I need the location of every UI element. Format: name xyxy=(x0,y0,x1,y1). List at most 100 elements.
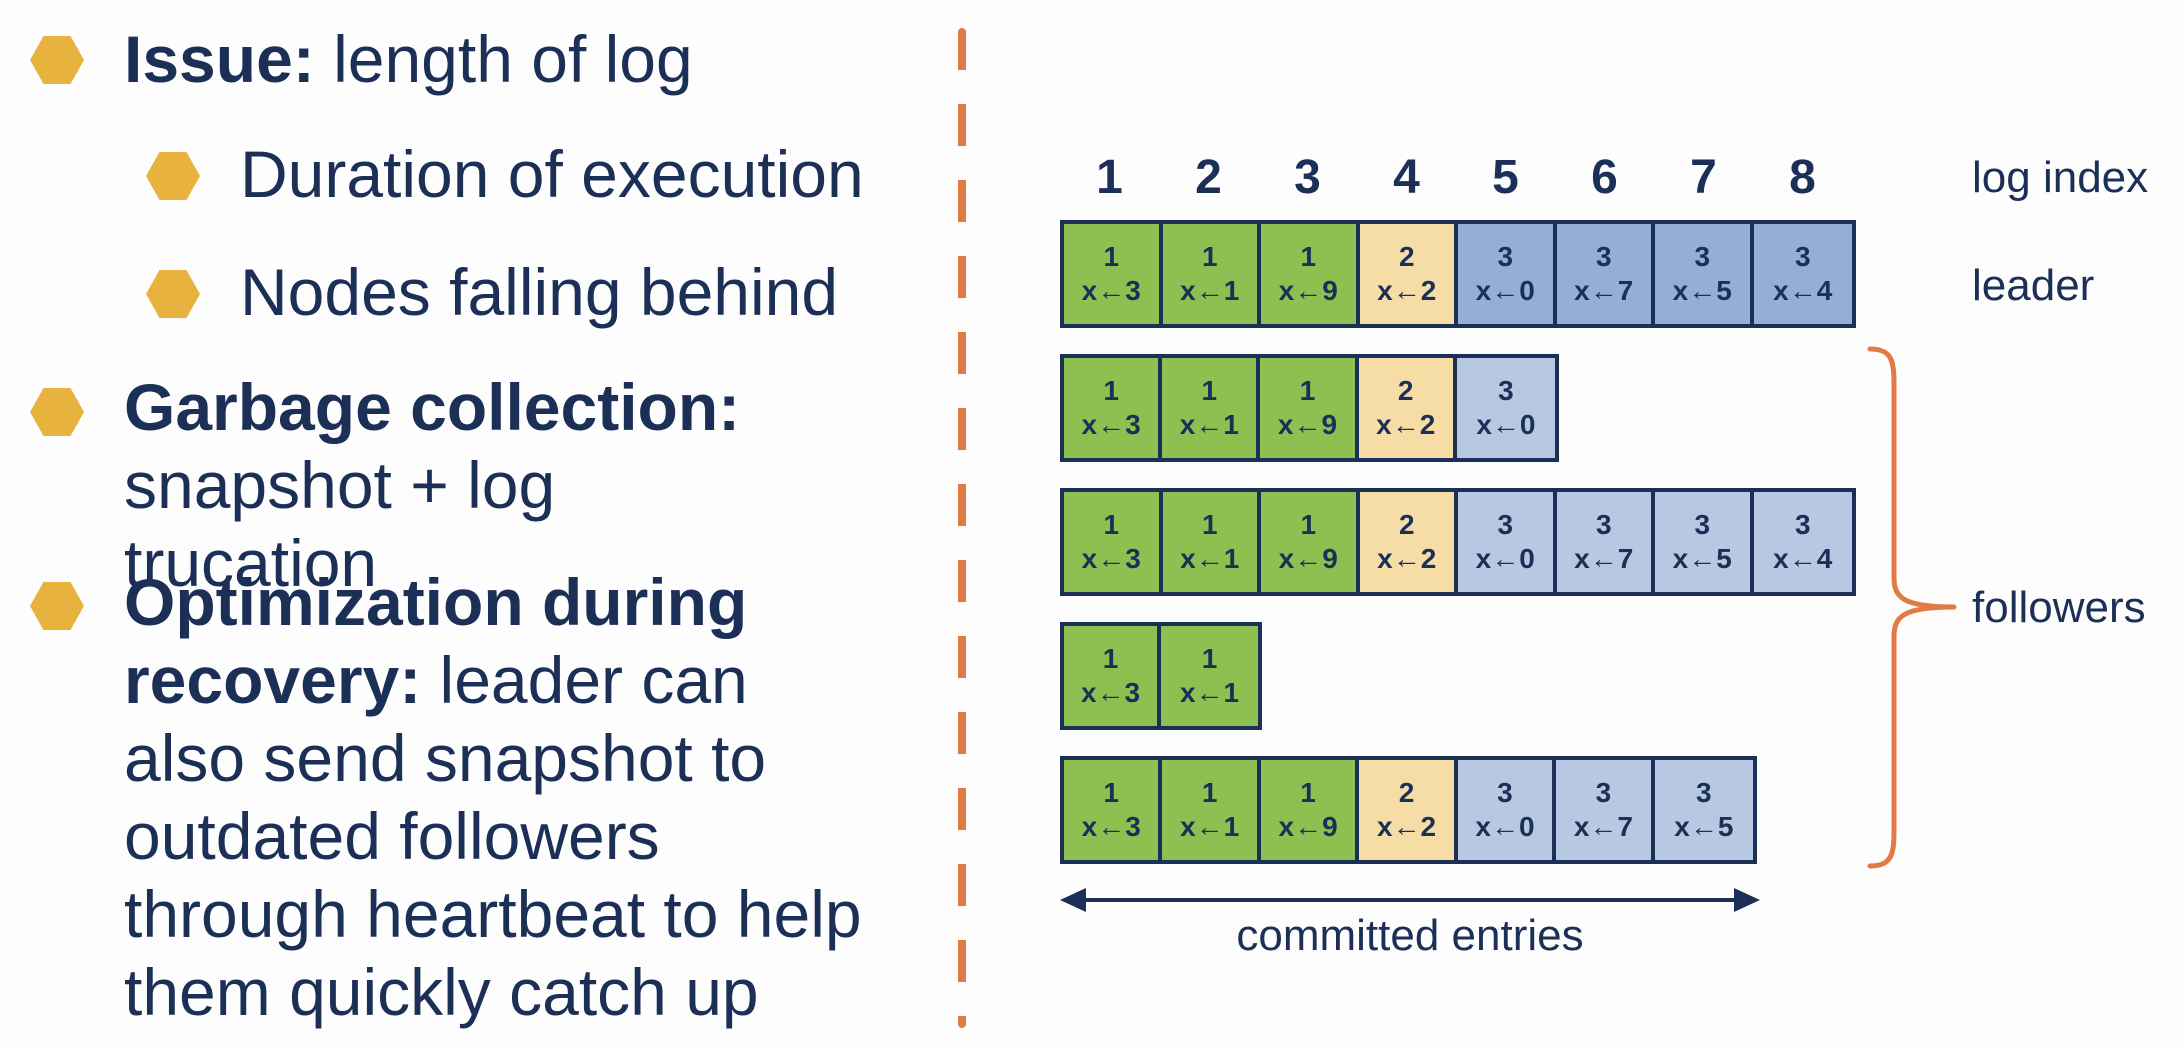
log-entry: 3 x←0 xyxy=(1456,358,1555,458)
log-entry-command: x←2 xyxy=(1377,275,1437,306)
log-index-number: 4 xyxy=(1393,151,1420,204)
log-entry: 1 x←3 xyxy=(1064,224,1163,324)
log-entry: 3 x←4 xyxy=(1753,224,1852,324)
followers-label: followers xyxy=(1972,583,2146,632)
log-entry-term: 3 xyxy=(1694,241,1711,272)
log-entry-term: 1 xyxy=(1102,643,1119,674)
log-entry-command: x←9 xyxy=(1278,543,1338,574)
log-entry: 3 x←0 xyxy=(1458,224,1557,324)
log-entry-term: 2 xyxy=(1398,777,1415,808)
hexagon-bullet-icon xyxy=(30,36,84,84)
log-entry-term: 3 xyxy=(1498,375,1514,406)
log-entry-term: 1 xyxy=(1300,777,1316,808)
log-index-number: 5 xyxy=(1492,151,1519,204)
sub-bullet-nodes-behind: Nodes falling behind xyxy=(240,253,900,331)
log-entry: 3 x←0 xyxy=(1458,492,1557,592)
follower-log-row: 1 x←3 1 x←1 1 x←9 2 x←2 3 x←0 3 x←7 3 x←5 3 x←4 xyxy=(1060,488,1856,596)
log-entry: 1 x←3 xyxy=(1064,760,1163,860)
log-entry: 1 x←1 xyxy=(1162,492,1261,592)
log-index-number: 8 xyxy=(1789,151,1816,204)
log-entry: 3 x←4 xyxy=(1753,492,1852,592)
log-entry-term: 1 xyxy=(1103,777,1119,808)
log-entry: 1 x←3 xyxy=(1064,626,1162,726)
log-entry: 2 x←2 xyxy=(1359,224,1458,324)
bullet-issue: Issue: length of log xyxy=(124,20,884,98)
log-entry-command: x←1 xyxy=(1179,677,1240,708)
log-entry-term: 3 xyxy=(1497,777,1513,808)
bullet-optimization: Optimization during recovery: leader can… xyxy=(124,563,884,1031)
log-entry-command: x←3 xyxy=(1081,275,1141,306)
log-entry-term: 3 xyxy=(1794,241,1811,272)
log-entry-command: x←3 xyxy=(1080,677,1141,708)
log-entry: 1 x←1 xyxy=(1162,760,1261,860)
committed-entries-arrow xyxy=(1060,888,1760,912)
log-entry-term: 1 xyxy=(1103,241,1120,272)
log-index-number: 6 xyxy=(1591,151,1618,204)
log-entry-term: 2 xyxy=(1398,241,1415,272)
bullet-issue-text: length of log xyxy=(314,22,693,96)
log-entry: 3 x←5 xyxy=(1655,224,1754,324)
log-entry-command: x←2 xyxy=(1377,543,1437,574)
follower-log-row: 1 x←3 1 x←1 xyxy=(1060,622,1262,730)
log-entry-command: x←1 xyxy=(1179,409,1239,440)
log-entry-term: 3 xyxy=(1497,241,1514,272)
log-entry-term: 1 xyxy=(1300,241,1317,272)
log-entry-term: 1 xyxy=(1201,643,1218,674)
log-entry: 2 x←2 xyxy=(1359,492,1458,592)
log-entry: 3 x←7 xyxy=(1556,492,1655,592)
log-entry: 1 x←9 xyxy=(1260,760,1360,860)
log-entry-command: x←4 xyxy=(1773,275,1833,306)
leader-label: leader xyxy=(1972,261,2095,310)
log-entry: 1 x←3 xyxy=(1064,358,1163,458)
log-entry: 2 x←2 xyxy=(1359,760,1458,860)
hexagon-bullet-icon xyxy=(146,270,200,318)
log-entry-command: x←5 xyxy=(1674,811,1734,842)
log-entry-command: x←5 xyxy=(1672,275,1732,306)
log-index-number: 3 xyxy=(1294,151,1321,204)
log-entry-command: x←3 xyxy=(1081,543,1141,574)
followers-bracket xyxy=(1867,346,1957,869)
log-entry-term: 3 xyxy=(1595,241,1612,272)
log-entry-command: x←4 xyxy=(1773,543,1833,574)
hexagon-bullet-icon xyxy=(146,152,200,200)
follower-log-row: 1 x←3 1 x←1 1 x←9 2 x←2 3 x←0 xyxy=(1060,354,1559,462)
log-entry: 1 x←1 xyxy=(1162,358,1261,458)
log-entry-term: 1 xyxy=(1201,241,1218,272)
log-entry: 3 x←7 xyxy=(1556,224,1655,324)
bullet-optimization-text: leader can also send snapshot to outdate… xyxy=(124,643,862,1029)
log-entry-term: 3 xyxy=(1595,509,1612,540)
log-entry-command: x←0 xyxy=(1476,409,1536,440)
sub-bullet-duration: Duration of execution xyxy=(240,135,900,213)
log-entry-command: x←0 xyxy=(1475,811,1535,842)
log-entry-command: x←1 xyxy=(1180,543,1240,574)
follower-log-row: 1 x←3 1 x←1 1 x←9 2 x←2 3 x←0 3 x←7 3 x←5 xyxy=(1060,756,1757,864)
log-entry-command: x←1 xyxy=(1180,275,1240,306)
bullet-garbage-collection-heading: Garbage collection: xyxy=(124,370,741,444)
log-entry-term: 1 xyxy=(1201,375,1218,406)
bullet-garbage-collection: Garbage collection: snapshot + log truca… xyxy=(124,368,764,602)
log-entry: 1 x←1 xyxy=(1162,224,1261,324)
log-entry-command: x←5 xyxy=(1672,543,1732,574)
log-entry: 3 x←5 xyxy=(1654,760,1754,860)
sub-bullet-nodes-behind-text: Nodes falling behind xyxy=(240,255,839,329)
log-entry-command: x←3 xyxy=(1081,811,1141,842)
log-entry-term: 1 xyxy=(1103,509,1120,540)
log-entry-command: x←0 xyxy=(1475,543,1535,574)
log-entry-command: x←7 xyxy=(1574,543,1634,574)
log-entry-term: 2 xyxy=(1397,375,1414,406)
log-entry: 3 x←7 xyxy=(1556,760,1655,860)
log-entry-command: x←2 xyxy=(1376,811,1437,842)
log-entry-term: 3 xyxy=(1595,777,1612,808)
log-entry: 2 x←2 xyxy=(1358,358,1457,458)
dashed-divider xyxy=(958,28,966,1028)
log-entry-term: 1 xyxy=(1300,509,1317,540)
log-entry-term: 1 xyxy=(1103,375,1119,406)
bullet-garbage-collection-text: snapshot + log trucation xyxy=(124,448,556,600)
log-entry-command: x←3 xyxy=(1081,409,1141,440)
log-entry-term: 2 xyxy=(1398,509,1415,540)
log-entry: 1 x←3 xyxy=(1064,492,1163,592)
log-entry-command: x←0 xyxy=(1475,275,1535,306)
log-entry: 3 x←5 xyxy=(1655,492,1754,592)
bullet-list: Issue: length of log Duration of executi… xyxy=(0,0,900,1050)
log-entry: 1 x←9 xyxy=(1261,492,1360,592)
